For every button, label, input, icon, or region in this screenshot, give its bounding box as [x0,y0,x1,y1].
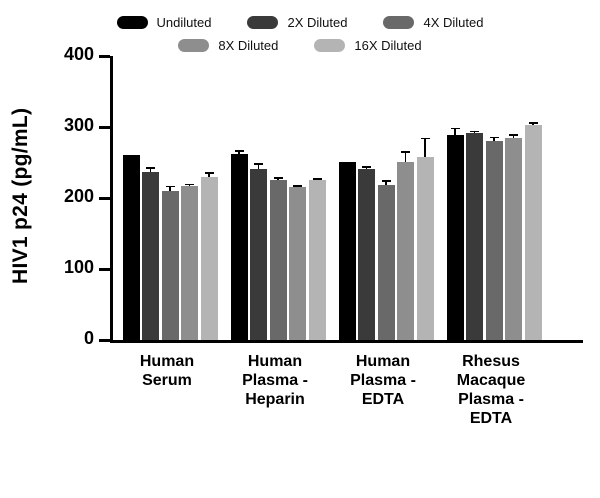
error-bar-line [257,163,260,169]
legend-swatch [116,16,148,29]
legend-label: 4X Diluted [423,15,484,30]
chart-legend: Undiluted 2X Diluted 4X Diluted 8X Diluted 1… [0,15,600,61]
bar [230,153,248,340]
legend-swatch [247,16,279,29]
error-bar-cap [146,167,155,169]
x-category-label: Human Plasma - Heparin [210,352,340,409]
error-bar-line [149,167,152,172]
error-bar-line [493,136,495,141]
error-bar-line [385,180,387,186]
x-category-label-line: Rhesus [462,353,520,370]
x-category-label-line: EDTA [469,410,513,427]
legend-row: Undiluted 2X Diluted 4X Diluted [0,15,600,30]
error-bar-cap [185,183,194,186]
x-category-label-line: Human [247,353,303,370]
bar [142,171,159,340]
y-tick-mark [99,267,110,271]
legend-swatch [314,39,346,52]
bar [524,124,542,340]
legend-label: 8X Diluted [218,38,279,53]
x-category-label-line: Serum [142,372,192,389]
error-bar-cap [509,134,518,136]
error-bar-line [169,185,171,191]
bar [289,187,306,340]
x-category-label-line: Plasma - [350,372,416,389]
bar [338,161,356,340]
bar [122,155,140,340]
error-bar-cap [254,163,263,165]
x-category-label-line: Macaque [456,372,526,389]
x-category-label: Human Plasma - EDTA [318,352,448,409]
error-bar-line [238,150,240,154]
y-tick-label: 0 [83,328,94,348]
bar [200,176,218,340]
legend-row: 8X Diluted 16X Diluted [0,38,600,53]
bar [250,168,267,340]
error-bar-cap [401,151,410,153]
x-category-label: Rhesus Macaque Plasma - EDTA [426,352,556,428]
x-category-label-line: Plasma - [242,372,308,389]
x-category-label-line: Heparin [245,391,305,408]
bar [358,168,375,340]
bar [505,137,522,340]
legend-item: 2X Diluted [247,15,347,30]
bar [377,185,395,340]
error-bar-line [404,151,407,162]
error-bar-cap [450,127,460,130]
bar [269,179,287,340]
y-tick-label: 300 [63,115,94,135]
x-category-label: Human Serum [102,352,232,390]
legend-swatch [383,16,415,29]
legend-swatch [178,39,210,52]
error-bar-cap [234,150,244,152]
y-tick-mark [99,196,110,200]
error-bar-cap [273,177,283,179]
bar [308,180,326,340]
bar [397,161,414,340]
error-bar-cap [293,185,302,187]
legend-label: Undiluted [156,15,212,30]
error-bar-line [424,137,426,157]
bar [161,190,179,340]
x-category-label-line: Plasma - [458,391,524,408]
x-category-label-line: EDTA [361,391,405,408]
y-axis-title: HIV1 p24 (pg/mL) [9,107,32,285]
legend-item: 4X Diluted [383,15,483,30]
error-bar-cap [381,180,391,182]
legend-item: Undiluted [116,15,212,30]
y-tick-mark [99,125,110,129]
error-bar-cap [204,172,214,174]
error-bar-cap [165,185,175,188]
y-tick-mark [99,338,110,342]
y-tick-label: 200 [63,186,94,206]
plot-area [110,56,583,343]
y-tick-mark [99,54,110,58]
error-bar-cap [528,122,538,124]
legend-item: 8X Diluted [178,38,278,53]
legend-item: 16X Diluted [314,38,422,53]
y-tick-label: 100 [63,257,94,277]
error-bar-cap [489,136,499,139]
error-bar-cap [420,137,430,140]
x-category-label-line: Human [355,353,411,370]
error-bar-cap [312,178,322,180]
error-bar-cap [470,130,479,133]
bar [446,134,464,340]
error-bar-line [208,172,210,177]
error-bar-line [512,134,515,138]
y-tick-label: 400 [63,44,94,64]
legend-label: 16X Diluted [354,38,422,53]
bar [181,185,198,340]
error-bar-cap [362,166,371,168]
bar [416,156,434,340]
legend-label: 2X Diluted [287,15,348,30]
bar [485,140,503,340]
x-category-label-line: Human [139,353,195,370]
bar [466,132,483,340]
error-bar-line [454,127,456,135]
